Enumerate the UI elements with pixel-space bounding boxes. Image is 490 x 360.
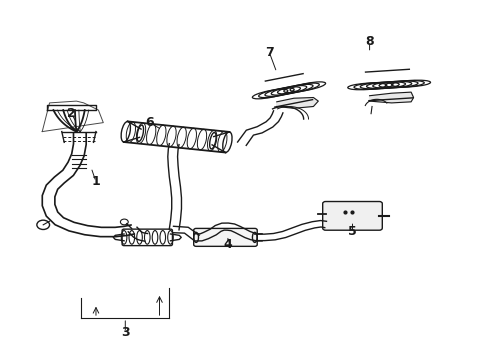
Text: 5: 5 [348, 225, 357, 238]
Text: 8: 8 [365, 35, 374, 49]
Polygon shape [277, 98, 318, 108]
Text: 3: 3 [121, 326, 129, 339]
FancyBboxPatch shape [194, 228, 257, 246]
Polygon shape [369, 92, 414, 103]
FancyBboxPatch shape [323, 202, 382, 230]
Text: 7: 7 [265, 46, 274, 59]
Text: 1: 1 [92, 175, 100, 188]
Text: 4: 4 [223, 238, 232, 251]
Text: 6: 6 [146, 116, 154, 129]
Text: 2: 2 [67, 107, 76, 120]
